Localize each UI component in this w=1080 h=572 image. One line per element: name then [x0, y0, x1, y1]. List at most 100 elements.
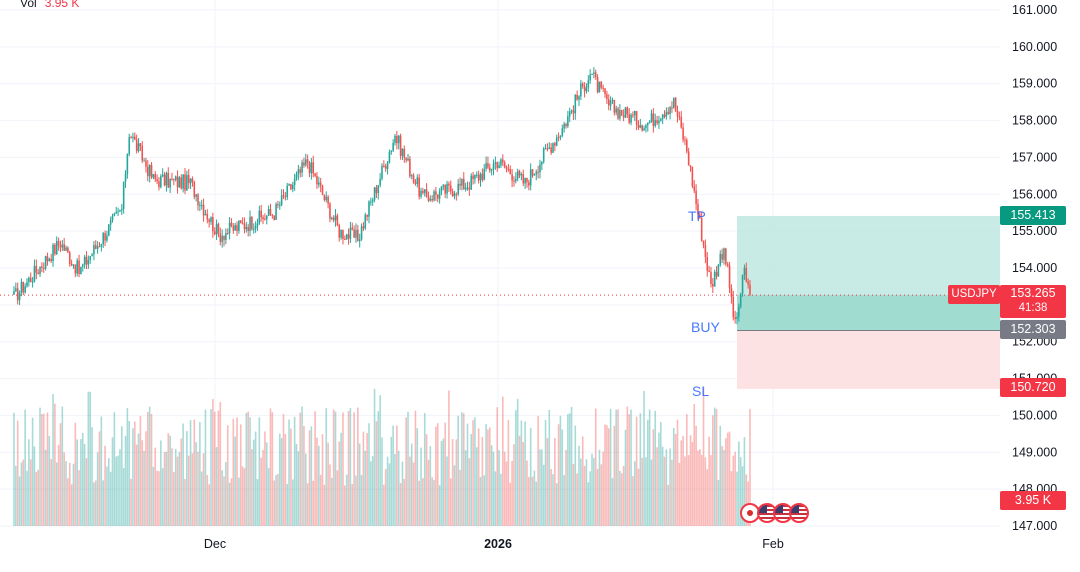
volume-bar [594, 408, 597, 526]
volume-bar [461, 412, 463, 526]
candle [520, 174, 523, 176]
candle [658, 120, 660, 124]
volume-bar [42, 413, 45, 526]
volume-bar [236, 417, 238, 526]
volume-bar [83, 443, 86, 526]
candle [732, 297, 735, 318]
candle [85, 256, 88, 265]
candle [169, 178, 171, 188]
volume-bar [507, 420, 510, 526]
candle [18, 292, 21, 301]
y-tick-label: 149.000 [1012, 445, 1057, 459]
candle [448, 183, 450, 186]
candle [401, 148, 404, 156]
tp-price-tag[interactable]: 155.413 [1000, 206, 1066, 225]
volume-bar [284, 434, 287, 526]
volume-bar [749, 408, 751, 526]
volume-bar [44, 449, 47, 526]
y-tick-label: 155.000 [1012, 224, 1057, 238]
us-flag-icon[interactable] [757, 503, 777, 523]
volume-bar [277, 473, 279, 526]
volume-bar [544, 419, 547, 526]
y-tick-label: 160.000 [1012, 40, 1057, 54]
candle [626, 107, 629, 115]
candle [284, 196, 287, 198]
entry-price-tag[interactable]: 152.303 [1000, 320, 1066, 339]
candle [606, 94, 608, 100]
volume-bar [697, 450, 699, 526]
candle [613, 99, 616, 113]
volume-bar [137, 433, 140, 526]
volume-bar [680, 440, 683, 526]
candle [139, 143, 142, 147]
candle [52, 244, 54, 262]
volume-bar [609, 408, 612, 526]
volume-bar [607, 428, 610, 526]
candle [587, 80, 590, 88]
candle [741, 275, 744, 294]
candle [505, 167, 508, 169]
volume-bar [306, 483, 309, 526]
volume-bar [327, 442, 329, 526]
candle [600, 81, 603, 88]
volume-bar [409, 456, 411, 526]
volume-bar [427, 459, 430, 526]
volume-bar [135, 444, 138, 526]
volume-bar [167, 433, 170, 526]
volume-bar [74, 422, 77, 526]
volume-bar [254, 431, 257, 526]
candle [163, 174, 166, 186]
candle [494, 162, 497, 164]
volume-bar [16, 420, 19, 526]
candle [628, 114, 630, 123]
volume-bar [163, 451, 166, 526]
candle [65, 247, 67, 251]
volume-bar [604, 424, 606, 526]
volume-header: Vol 3.95 K [20, 0, 79, 10]
candle [48, 258, 51, 261]
volume-bar [334, 411, 337, 526]
volume-bar [689, 435, 692, 526]
volume-bar [273, 480, 276, 526]
candle [306, 159, 309, 163]
candle [247, 226, 249, 231]
candle [180, 177, 183, 189]
volume-bar [262, 449, 264, 526]
volume-bar [191, 453, 194, 526]
candle [583, 86, 586, 92]
volume-bar [567, 414, 569, 526]
candle [650, 113, 653, 122]
candle [119, 210, 121, 212]
price-axis: 161.000 160.000 159.000 158.000 157.000 156.0… [1012, 3, 1057, 533]
volume-bar [682, 435, 684, 526]
candle [206, 213, 209, 220]
volume-bar [33, 446, 36, 526]
candle [137, 143, 140, 152]
candle [299, 169, 302, 173]
volume-bar [128, 421, 131, 526]
candle [645, 125, 647, 129]
candle [386, 162, 389, 169]
volume-bar [706, 469, 709, 526]
us-flag-icon[interactable] [789, 503, 809, 523]
symbol-tag[interactable]: USDJPY [948, 285, 1000, 304]
volume-bar [533, 470, 536, 526]
candle [712, 284, 714, 287]
candle [641, 125, 644, 131]
volume-bar [225, 461, 227, 526]
volume-bar [593, 457, 595, 526]
volume-bar [368, 423, 370, 526]
candle [111, 215, 114, 221]
candle [303, 162, 305, 166]
candle [591, 73, 593, 75]
volume-bar [475, 447, 478, 526]
sl-price-tag[interactable]: 150.720 [1000, 378, 1066, 397]
volume-bar [502, 396, 504, 526]
volume-bar [234, 436, 236, 526]
volume-bar [150, 413, 153, 526]
volume-bar [304, 453, 307, 526]
candle [541, 161, 543, 165]
candle [522, 174, 525, 184]
volume-bar [332, 409, 335, 526]
